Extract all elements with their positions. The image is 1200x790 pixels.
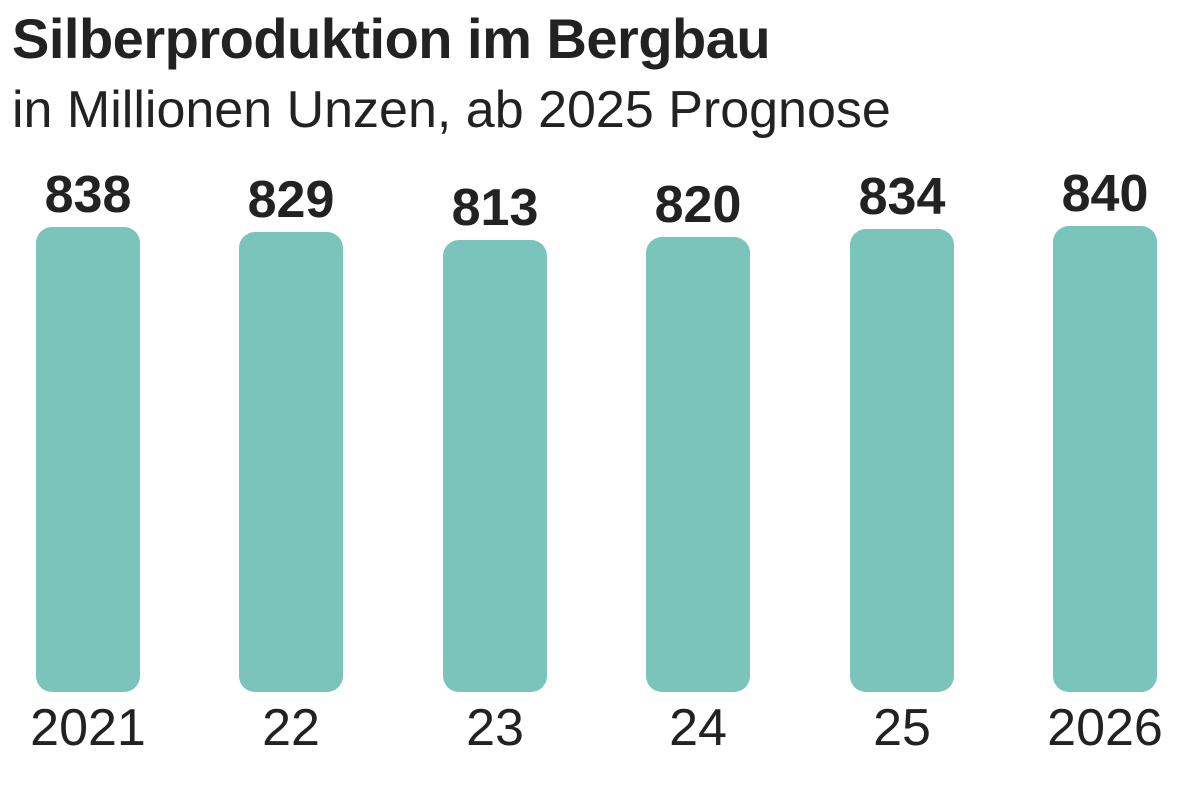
chart-title: Silberproduktion im Bergbau [12, 7, 771, 70]
bar [443, 240, 547, 692]
category-label: 23 [466, 699, 524, 757]
bar [646, 236, 750, 692]
category-label: 2026 [1047, 699, 1163, 757]
value-label: 820 [654, 175, 742, 234]
value-label: 840 [1061, 165, 1149, 223]
bar [36, 227, 140, 692]
category-label: 2021 [30, 699, 146, 757]
bar [1053, 226, 1157, 692]
category-label: 24 [669, 699, 727, 757]
value-label: 813 [451, 179, 539, 238]
value-label: 834 [858, 168, 946, 227]
bar [850, 229, 954, 692]
bar [239, 231, 343, 692]
value-label: 838 [44, 166, 132, 225]
category-label: 22 [262, 699, 320, 757]
category-label: 25 [873, 699, 931, 757]
chart-subtitle: in Millionen Unzen, ab 2025 Prognose [12, 81, 891, 139]
value-label: 829 [247, 170, 335, 229]
